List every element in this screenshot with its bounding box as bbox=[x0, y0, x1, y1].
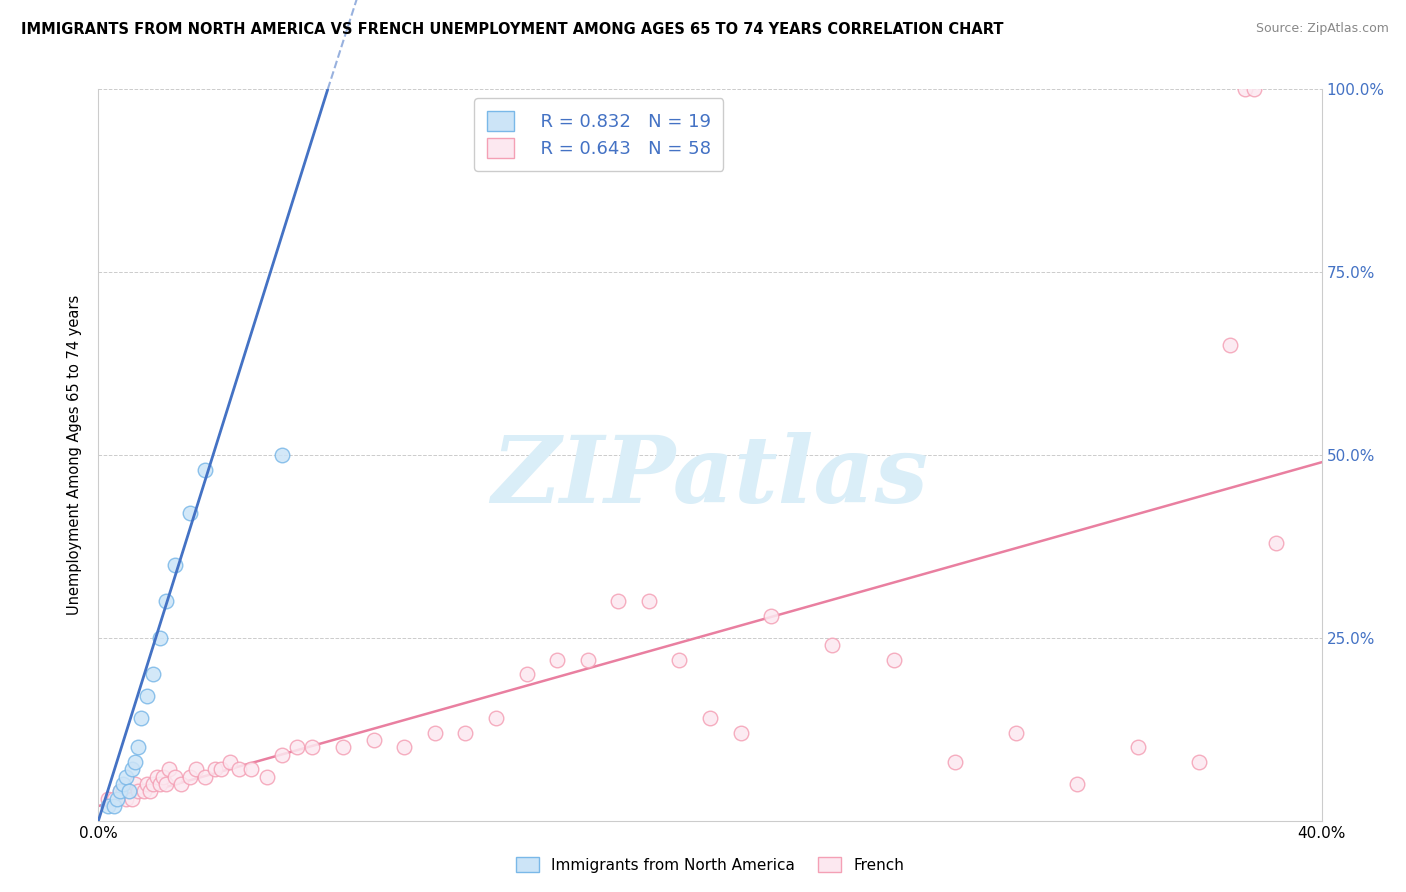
Point bbox=[219, 755, 242, 769]
Point bbox=[127, 784, 149, 798]
Point bbox=[1004, 726, 1026, 740]
Point bbox=[637, 594, 661, 608]
Point bbox=[485, 711, 508, 725]
Point bbox=[115, 791, 138, 805]
Point bbox=[179, 770, 201, 784]
Point bbox=[285, 740, 308, 755]
Text: IMMIGRANTS FROM NORTH AMERICA VS FRENCH UNEMPLOYMENT AMONG AGES 65 TO 74 YEARS C: IMMIGRANTS FROM NORTH AMERICA VS FRENCH … bbox=[21, 22, 1004, 37]
Point bbox=[332, 740, 354, 755]
Point bbox=[134, 784, 156, 798]
Point bbox=[256, 770, 278, 784]
Point bbox=[121, 763, 143, 777]
Point bbox=[149, 631, 172, 645]
Point bbox=[186, 763, 208, 777]
Point bbox=[115, 770, 138, 784]
Point bbox=[1188, 755, 1211, 769]
Point bbox=[124, 777, 146, 791]
Point bbox=[668, 653, 690, 667]
Point bbox=[392, 740, 416, 755]
Point bbox=[301, 740, 323, 755]
Point bbox=[240, 763, 263, 777]
Point bbox=[139, 784, 162, 798]
Point bbox=[759, 608, 782, 623]
Point bbox=[179, 507, 201, 521]
Point bbox=[152, 770, 174, 784]
Text: ZIPatlas: ZIPatlas bbox=[492, 432, 928, 522]
Point bbox=[607, 594, 630, 608]
Point bbox=[363, 733, 385, 747]
Point bbox=[270, 448, 292, 462]
Point bbox=[127, 740, 149, 755]
Point bbox=[1219, 338, 1241, 352]
Point bbox=[730, 726, 752, 740]
Point bbox=[155, 777, 177, 791]
Y-axis label: Unemployment Among Ages 65 to 74 years: Unemployment Among Ages 65 to 74 years bbox=[67, 294, 83, 615]
Point bbox=[209, 763, 232, 777]
Point bbox=[105, 791, 128, 805]
Point bbox=[699, 711, 721, 725]
Point bbox=[142, 777, 165, 791]
Point bbox=[1066, 777, 1088, 791]
Point bbox=[1234, 82, 1257, 96]
Point bbox=[1128, 740, 1150, 755]
Point bbox=[145, 770, 167, 784]
Point bbox=[142, 667, 165, 681]
Point bbox=[108, 784, 131, 798]
Point bbox=[163, 770, 186, 784]
Point bbox=[129, 711, 152, 725]
Point bbox=[136, 777, 159, 791]
Point bbox=[1243, 82, 1265, 96]
Point bbox=[163, 558, 186, 572]
Point bbox=[204, 763, 226, 777]
Point bbox=[943, 755, 966, 769]
Point bbox=[883, 653, 905, 667]
Point bbox=[118, 784, 141, 798]
Point bbox=[108, 784, 131, 798]
Point bbox=[111, 784, 134, 798]
Point bbox=[270, 747, 292, 762]
Point bbox=[155, 594, 177, 608]
Point bbox=[97, 791, 120, 805]
Point bbox=[546, 653, 568, 667]
Point bbox=[124, 755, 146, 769]
Point bbox=[1264, 535, 1286, 549]
Point bbox=[194, 770, 217, 784]
Point bbox=[103, 799, 125, 814]
Point bbox=[157, 763, 180, 777]
Point bbox=[576, 653, 599, 667]
Text: Source: ZipAtlas.com: Source: ZipAtlas.com bbox=[1256, 22, 1389, 36]
Legend: Immigrants from North America, French: Immigrants from North America, French bbox=[510, 851, 910, 879]
Point bbox=[170, 777, 193, 791]
Point bbox=[516, 667, 538, 681]
Point bbox=[136, 690, 159, 704]
Point bbox=[121, 791, 143, 805]
Point bbox=[228, 763, 250, 777]
Point bbox=[149, 777, 172, 791]
Point bbox=[103, 791, 125, 805]
Point bbox=[194, 462, 217, 476]
Point bbox=[118, 784, 141, 798]
Point bbox=[821, 638, 844, 652]
Point bbox=[97, 799, 120, 814]
Point bbox=[454, 726, 477, 740]
Point bbox=[423, 726, 446, 740]
Point bbox=[111, 777, 134, 791]
